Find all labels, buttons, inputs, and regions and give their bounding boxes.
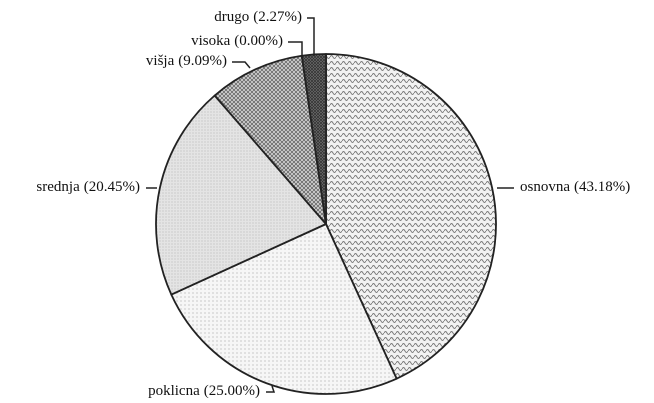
pie-slice: [325, 53, 497, 380]
value-label: (9.09%): [178, 53, 227, 69]
slice-label: srednja (20.45%): [36, 179, 140, 195]
category-label: višja: [146, 53, 175, 69]
leader-line: [307, 17, 315, 56]
slice-label: poklicna (25.00%): [148, 383, 260, 399]
value-label: (25.00%): [204, 383, 260, 399]
value-label: (20.45%): [84, 179, 140, 195]
leader-line: [232, 61, 251, 69]
value-label: (43.18%): [574, 179, 630, 195]
category-label: visoka: [191, 33, 231, 49]
slice-label: osnovna (43.18%): [520, 179, 630, 195]
category-label: srednja: [36, 179, 80, 195]
slice-label: višja (9.09%): [146, 53, 227, 69]
slice-label: drugo (2.27%): [214, 9, 302, 25]
leader-line: [288, 41, 303, 58]
leader-line: [266, 385, 276, 393]
category-label: drugo: [214, 9, 249, 25]
pie-slice: [213, 54, 327, 225]
value-label: (2.27%): [253, 9, 302, 25]
value-label: (0.00%): [234, 33, 283, 49]
category-label: poklicna: [148, 383, 200, 399]
category-label: osnovna: [520, 179, 570, 195]
pie-slice: [170, 223, 398, 395]
slice-label: visoka (0.00%): [191, 33, 283, 49]
pie-slice: [155, 94, 327, 296]
